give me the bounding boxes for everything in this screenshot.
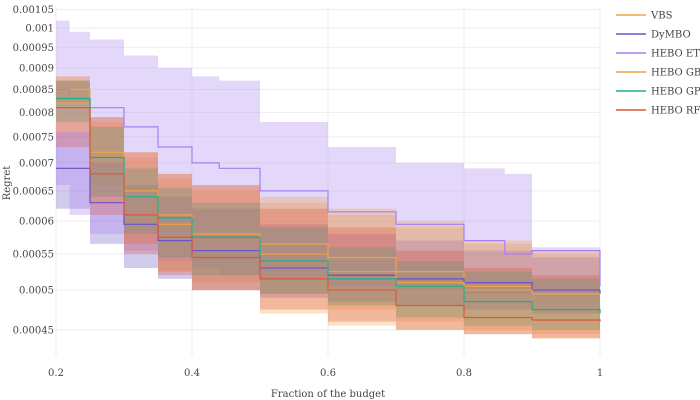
series-lines: [56, 88, 601, 322]
x-axis-title: Fraction of the budget: [271, 389, 385, 400]
y-tick-label: 0.0005: [19, 286, 54, 297]
band-hebo-gp: [56, 80, 600, 335]
y-tick-label: 0.00075: [13, 132, 54, 143]
y-axis-title: Regret: [2, 166, 13, 201]
line-hebo-et: [56, 88, 601, 287]
y-tick-label: 0.00095: [13, 43, 54, 54]
y-tick-label: 0.00045: [13, 325, 54, 336]
legend-label: HEBO GB: [651, 68, 700, 79]
grid: [55, 6, 601, 356]
y-tick-label: 0.0006: [19, 217, 54, 228]
y-axis-ticks: 0.00045 0.0005 0.00055 0.0006 0.00065 0.0007 0…: [13, 5, 54, 336]
y-tick-label: 0.0008: [19, 108, 54, 119]
x-tick-label: 0.6: [320, 368, 336, 379]
x-tick-label: 0.4: [184, 368, 200, 379]
line-hebo-rf: [56, 107, 601, 322]
legend-label: DyMBO: [651, 30, 691, 41]
y-tick-label: 0.00105: [13, 5, 54, 16]
x-tick-label: 1: [597, 368, 603, 379]
x-tick-label: 0.8: [456, 368, 472, 379]
legend-label: HEBO ET: [651, 49, 700, 60]
legend-label: HEBO RF: [651, 106, 700, 117]
y-tick-label: 0.001: [25, 24, 54, 35]
x-axis-ticks: 0.2 0.4 0.6 0.8 1: [48, 368, 603, 379]
legend-label: HEBO GP: [651, 87, 700, 98]
y-tick-label: 0.00085: [13, 85, 54, 96]
y-tick-label: 0.00055: [13, 250, 54, 261]
y-tick-label: 0.0009: [19, 63, 54, 74]
x-tick-label: 0.2: [48, 368, 64, 379]
legend-label: VBS: [650, 11, 673, 22]
legend: VBS DyMBO HEBO ET HEBO GB HEBO GP HEBO RF: [616, 11, 700, 117]
y-tick-label: 0.00065: [13, 186, 54, 197]
y-tick-label: 0.0007: [19, 158, 54, 169]
